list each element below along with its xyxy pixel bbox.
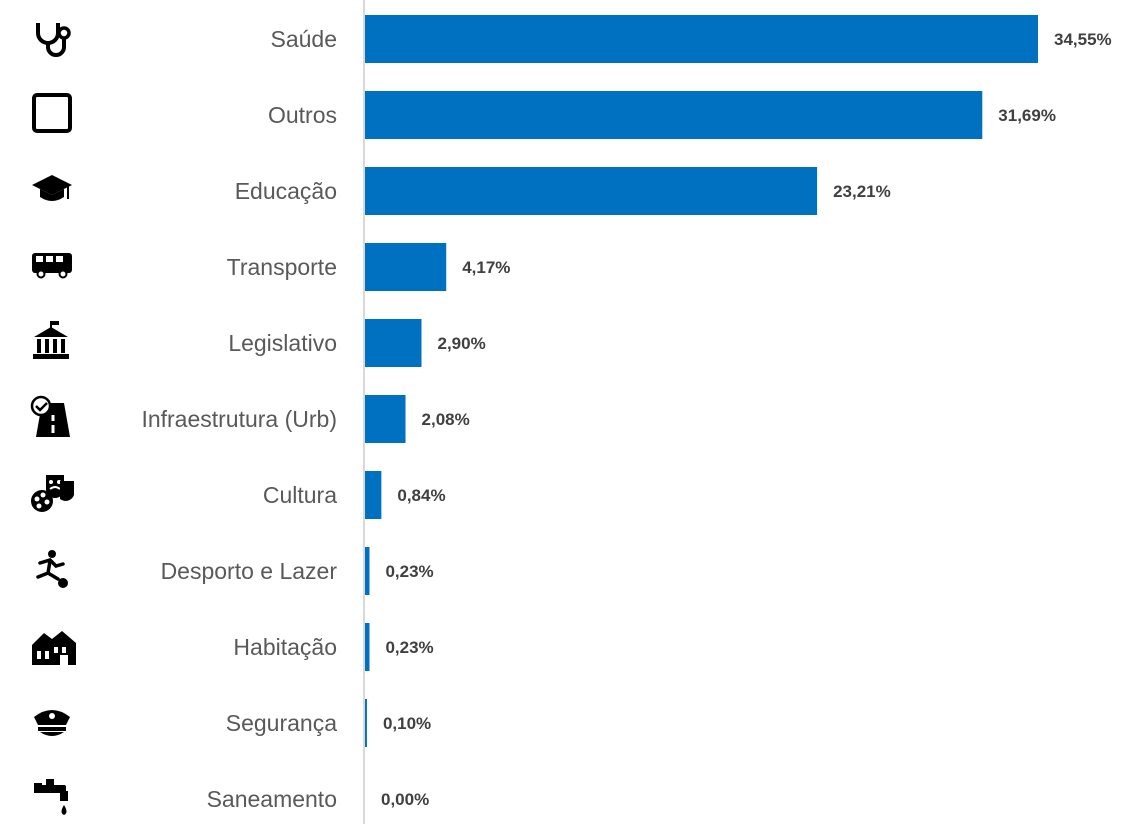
bar [365, 167, 818, 215]
theater-masks-palette-icon [31, 475, 74, 512]
road-icon [30, 395, 70, 437]
category-label: Legislativo [228, 330, 337, 356]
value-label: 34,55% [1054, 30, 1112, 49]
value-label: 4,17% [462, 258, 510, 277]
category-label: Segurança [226, 710, 337, 736]
bar [365, 699, 367, 747]
houses-icon [32, 631, 76, 665]
value-labels: 34,55% 31,69% 23,21% 4,17% 2,90% 2,08% 0,84% 0,… [381, 30, 1112, 809]
bus-icon [32, 253, 72, 279]
soccer-player-icon [36, 550, 68, 588]
category-label: Outros [268, 102, 337, 128]
graduation-cap-icon [32, 175, 72, 201]
value-label: 2,08% [422, 410, 470, 429]
value-label: 0,23% [385, 638, 433, 657]
category-label: Saneamento [207, 786, 337, 812]
bar [365, 243, 447, 291]
police-cap-icon [34, 710, 70, 736]
value-label: 0,10% [383, 714, 431, 733]
category-label: Cultura [263, 482, 337, 508]
bar [365, 91, 983, 139]
value-label: 31,69% [998, 106, 1056, 125]
value-label: 0,00% [381, 790, 429, 809]
bar [365, 15, 1038, 63]
category-label: Transporte [227, 254, 337, 280]
value-label: 23,21% [833, 182, 891, 201]
icons-layer [30, 23, 76, 815]
category-label: Saúde [270, 26, 337, 52]
bar [365, 471, 382, 519]
bar [365, 319, 422, 367]
water-faucet-icon [34, 779, 68, 815]
bars [365, 15, 1038, 747]
value-label: 0,23% [385, 562, 433, 581]
category-labels: Saúde Outros Educação Transporte Legislativo… [141, 26, 337, 812]
category-label: Desporto e Lazer [161, 558, 338, 584]
bar [365, 547, 370, 595]
value-label: 2,90% [437, 334, 485, 353]
value-label: 0,84% [397, 486, 445, 505]
square-outline-icon [32, 93, 72, 133]
category-label: Habitação [233, 634, 337, 660]
bar [365, 623, 370, 671]
category-label: Infraestrutura (Urb) [141, 406, 337, 432]
stethoscope-icon [36, 23, 71, 57]
government-building-icon [33, 321, 69, 359]
bar [365, 395, 406, 443]
category-label: Educação [235, 178, 337, 204]
